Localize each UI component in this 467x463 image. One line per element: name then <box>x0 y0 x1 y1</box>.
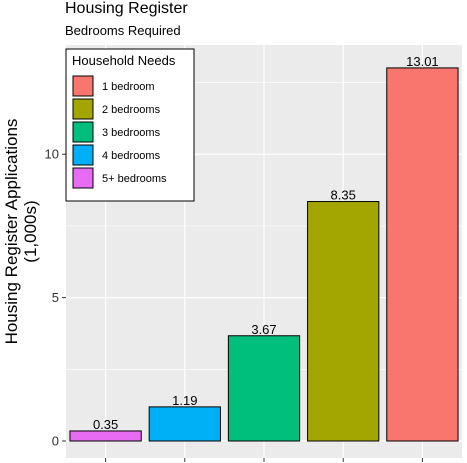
bar-2-bedrooms <box>307 201 380 442</box>
bar-5-bedrooms <box>69 430 142 442</box>
data-label: 13.01 <box>406 54 439 69</box>
legend-key <box>72 75 94 97</box>
y-axis-label: Housing Register Applications (1,000s) <box>2 119 40 345</box>
bar-3-bedrooms <box>227 335 301 442</box>
y-axis: 0 5 10 <box>45 147 66 449</box>
legend: Household Needs 1 bedroom 2 bedrooms 3 bedr… <box>65 48 195 202</box>
legend-label: 4 bedrooms <box>102 150 161 162</box>
legend-title: Household Needs <box>72 53 176 68</box>
y-axis-label-line2: (1,000s) <box>21 200 40 262</box>
data-label: 3.67 <box>251 322 276 337</box>
chart-title: Housing Register <box>65 0 188 17</box>
data-label: 8.35 <box>331 188 356 203</box>
bar-4-bedrooms <box>148 406 221 442</box>
legend-key <box>72 167 94 189</box>
data-label: 1.19 <box>172 393 197 408</box>
data-labels: 0.35 1.19 3.67 8.35 13.01 <box>93 54 439 432</box>
legend-label: 5+ bedrooms <box>102 173 167 185</box>
legend-label: 1 bedroom <box>102 81 155 93</box>
x-axis <box>105 458 423 462</box>
legend-label: 3 bedrooms <box>102 127 161 139</box>
chart-subtitle: Bedrooms Required <box>65 23 181 38</box>
y-tick-label: 10 <box>45 147 59 162</box>
y-tick-label: 5 <box>52 290 59 305</box>
bar-1-bedroom <box>386 67 459 442</box>
bars <box>69 67 459 442</box>
legend-key <box>72 121 94 143</box>
legend-label: 2 bedrooms <box>102 104 161 116</box>
legend-key <box>72 144 94 166</box>
legend-key <box>72 98 94 120</box>
y-tick-label: 0 <box>52 434 59 449</box>
data-label: 0.35 <box>93 417 118 432</box>
y-axis-label-line1: Housing Register Applications <box>2 119 21 345</box>
